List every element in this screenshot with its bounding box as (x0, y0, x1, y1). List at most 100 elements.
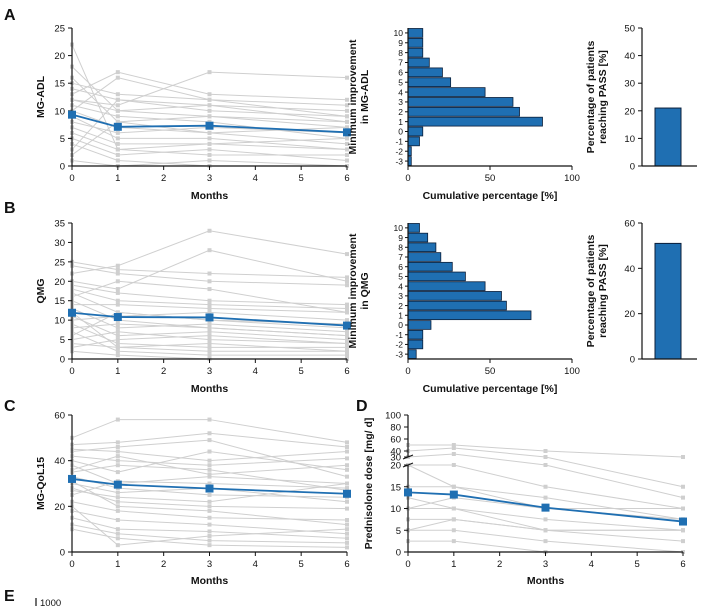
y-axis-label-A-right-line-0: Percentage of patients (585, 41, 597, 154)
patient-line-B-left-2 (71, 249, 348, 290)
y-tick-label-A-right-10: 10 (624, 134, 635, 145)
bar-B-mid-5 (407, 271, 466, 282)
x-tick-label-A-left-4: 4 (253, 173, 258, 184)
patient-line-B-left-11 (71, 311, 348, 321)
y-tick-label-B-right-60: 60 (624, 219, 635, 230)
y-tick-label-A-mid-10: 0 (398, 127, 403, 137)
patient-line-B-left-0 (71, 261, 348, 278)
y-tick-label-C-40: 40 (54, 456, 65, 467)
patient-point-D-1-1 (451, 446, 456, 450)
patient-point-D-0-3 (681, 455, 685, 459)
patient-point-C-20-3 (345, 522, 349, 527)
patient-point-A-left-5-3 (345, 75, 349, 80)
patient-line-D-8 (408, 529, 684, 553)
patient-point-B-left-7-2 (207, 306, 212, 311)
patient-point-B-left-15-1 (115, 310, 120, 315)
y-tick-label-B-left-0: 0 (60, 355, 65, 366)
patient-point-A-left-18-3 (345, 119, 349, 124)
y-axis-label-A-mid: Minimum improvementin MG-ADL (347, 39, 371, 154)
patient-point-B-left-16-1 (115, 329, 120, 334)
patient-line-A-left-14 (71, 99, 348, 150)
panel-label-d: D (356, 398, 368, 415)
patient-point-C-10-2 (207, 481, 212, 486)
panel-label-b: B (4, 200, 16, 217)
x-tick-label-A-left-3: 3 (207, 173, 212, 184)
patient-point-D-2-3 (681, 495, 685, 500)
patient-point-B-left-0-2 (207, 271, 212, 276)
patient-point-C-2-2 (207, 458, 212, 463)
patient-point-D-12-1 (451, 484, 456, 489)
patient-line-D-3 (408, 464, 684, 509)
y-tick-label-D-10: 10 (390, 504, 401, 515)
patient-point-C-4-1 (115, 470, 120, 475)
mean-point-A-left-0 (68, 110, 76, 119)
patient-point-B-left-17-1 (115, 345, 120, 350)
x-tick-label-C-0: 0 (69, 559, 74, 570)
y-tick-label-A-left-25: 25 (54, 24, 65, 35)
bar-A-mid-10 (407, 126, 424, 137)
patient-point-D-7-3 (681, 539, 685, 544)
patient-point-C-11-3 (345, 518, 349, 523)
y-tick-label-B-mid-9: 1 (398, 310, 403, 320)
x-axis-label-A-mid: Cumulative percentage [%] (423, 190, 558, 202)
patient-point-B-left-14-2 (207, 353, 212, 358)
bar-A-mid-5 (407, 77, 452, 88)
patient-point-A-left-10-3 (345, 147, 349, 152)
x-tick-label-D-1: 1 (451, 559, 456, 570)
patient-line-C-15 (71, 524, 348, 544)
x-tick-label-B-left-5: 5 (299, 366, 304, 377)
patient-line-C-13 (71, 510, 348, 535)
chart-mg-adl-time: 0 1 2 3 4 5 6 0 5 10 15 20 25 Months MG-ADL (35, 24, 351, 202)
patient-point-B-left-1-2 (207, 228, 212, 233)
y-tick-label-B-left-5: 5 (60, 335, 65, 346)
bar-B-mid-12 (407, 339, 424, 350)
patient-line-C-12 (71, 505, 348, 546)
y-axis-label-B-mid-line-1: in QMG (359, 272, 371, 309)
y-tick-label-C-20: 20 (54, 502, 65, 513)
bar-A-mid-0 (407, 28, 424, 38)
patient-point-D-1-3 (681, 484, 685, 489)
mean-point-B-left-1 (113, 313, 122, 322)
patient-point-A-left-8-2 (207, 136, 212, 141)
y-tick-label-B-mid-8: 2 (398, 301, 403, 311)
patient-point-C-18-1 (115, 495, 120, 500)
patient-line-A-left-15 (71, 115, 348, 156)
patient-point-A-left-17-2 (207, 130, 212, 135)
patient-point-B-left-21-2 (207, 298, 212, 303)
patient-point-B-left-2-2 (207, 248, 212, 253)
patient-point-C-9-2 (207, 504, 212, 509)
patient-point-C-20-1 (115, 504, 120, 509)
patient-point-B-left-11-2 (207, 310, 212, 315)
patient-point-C-14-2 (207, 529, 212, 534)
patient-point-C-12-1 (115, 543, 120, 548)
panel-label-c: C (4, 398, 16, 415)
patient-point-B-left-18-1 (115, 337, 120, 342)
patient-point-A-left-11-1 (115, 147, 120, 152)
y-axis-label-B-left: QMG (35, 278, 47, 303)
patient-point-A-left-18-2 (207, 103, 212, 108)
patient-point-C-16-2 (207, 543, 212, 548)
patient-point-C-19-2 (207, 438, 212, 443)
mean-line-D (407, 491, 684, 523)
y-tick-label-A-mid-0: 10 (394, 28, 404, 38)
patient-point-C-12-2 (207, 534, 212, 539)
patient-point-B-left-17-3 (345, 349, 349, 354)
patient-line-B-left-16 (71, 331, 348, 344)
patient-point-B-left-9-2 (207, 341, 212, 346)
patient-point-A-left-16-2 (207, 158, 212, 163)
y-tick-label-A-mid-9: 1 (398, 117, 403, 127)
bar-B-mid-0 (407, 223, 420, 233)
y-tick-label-B-mid-10: 0 (398, 320, 403, 330)
patient-point-A-left-6-3 (345, 136, 349, 141)
y-tick-label-B-mid-13: -3 (395, 349, 403, 359)
patient-point-C-13-1 (115, 518, 120, 523)
patient-line-B-left-3 (71, 288, 348, 309)
patient-line-A-left-10 (71, 126, 348, 150)
x-tick-label-B-left-0: 0 (69, 366, 74, 377)
mean-line-B-left (71, 311, 348, 327)
patient-point-C-10-3 (345, 486, 349, 491)
y-tick-label-C-60: 60 (54, 411, 65, 422)
y-axis-label-A-left: MG-ADL (35, 75, 47, 118)
y-tick-label-A-right-40: 40 (624, 51, 635, 62)
y-axis-label-B-right-line-0: Percentage of patients (585, 235, 597, 348)
